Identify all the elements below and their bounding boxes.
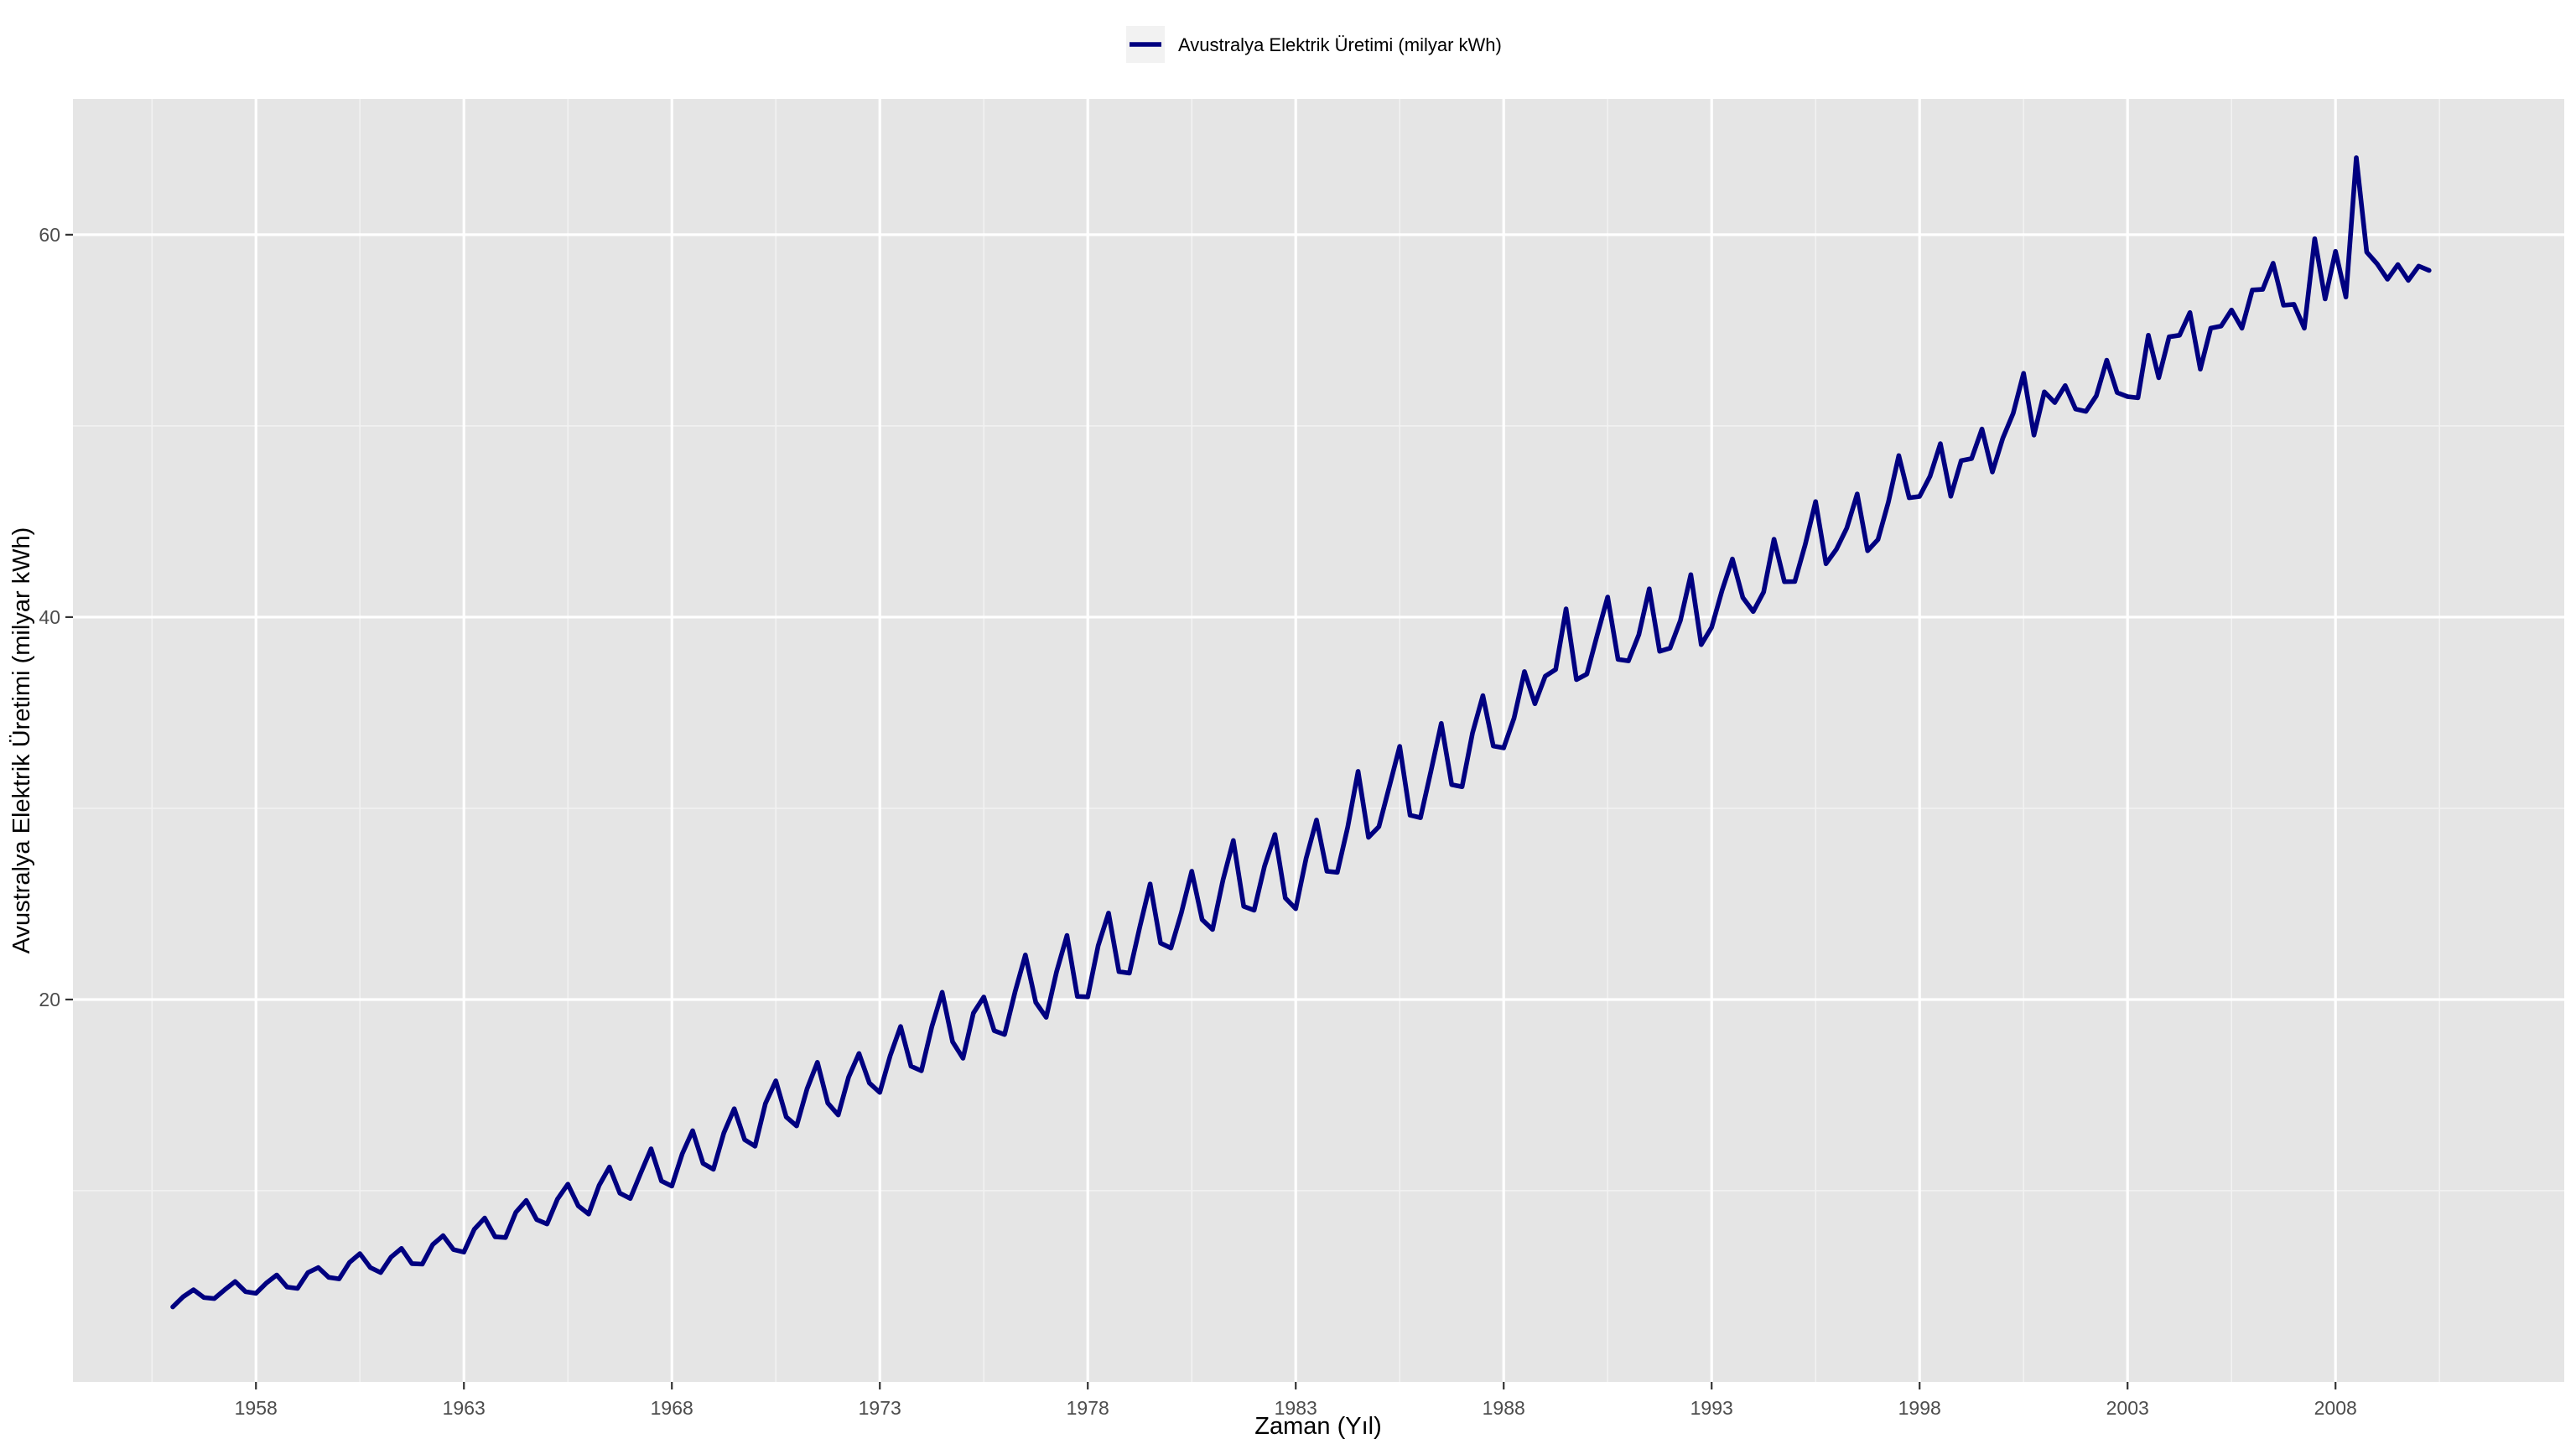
- x-tick-label: 1988: [1483, 1397, 1525, 1419]
- x-tick-label: 1958: [235, 1397, 278, 1419]
- major-gridlines-x: [254, 99, 2337, 1382]
- major-gridlines-y: [73, 233, 2564, 1001]
- x-tick-label: 1968: [651, 1397, 693, 1419]
- y-tick-label: 60: [39, 224, 60, 246]
- y-axis-ticks: 20 40 60: [39, 224, 73, 1010]
- x-tick-label: 1983: [1275, 1397, 1317, 1419]
- x-tick-label: 1998: [1898, 1397, 1941, 1419]
- y-axis-title: Avustralya Elektrik Üretimi (milyar kWh): [8, 527, 35, 954]
- plot-panel: [73, 99, 2564, 1382]
- x-tick-label: 2008: [2314, 1397, 2357, 1419]
- x-tick-label: 2003: [2106, 1397, 2149, 1419]
- y-tick-label: 20: [39, 989, 60, 1010]
- legend-label: Avustralya Elektrik Üretimi (milyar kWh): [1178, 34, 1502, 55]
- series-line-electricity-production: [170, 155, 2432, 1310]
- legend: Avustralya Elektrik Üretimi (milyar kWh): [1126, 26, 1502, 63]
- x-tick-label: 1978: [1067, 1397, 1109, 1419]
- y-tick-label: 40: [39, 606, 60, 628]
- x-axis-ticks: 1958 1963 1968 1973 1978 1983 1988 1993 1998 2003…: [235, 1382, 2357, 1419]
- minor-gridlines-x: [151, 99, 2441, 1382]
- x-tick-label: 1963: [443, 1397, 486, 1419]
- x-tick-label: 1993: [1690, 1397, 1733, 1419]
- x-tick-label: 1973: [859, 1397, 901, 1419]
- minor-gridlines-y: [73, 425, 2564, 1192]
- x-axis-title: Zaman (Yıl): [1254, 1413, 1381, 1440]
